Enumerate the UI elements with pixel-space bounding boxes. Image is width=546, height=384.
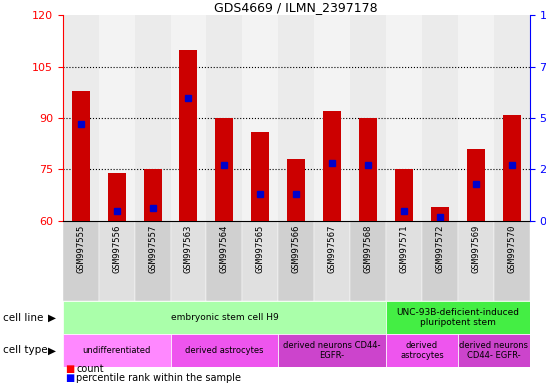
Bar [206,15,242,221]
Bar [278,221,314,301]
Bar [180,50,198,221]
Bar [206,221,242,301]
Bar [287,159,305,221]
Text: GSM997566: GSM997566 [292,225,301,273]
Bar [242,15,278,221]
Bar [458,334,530,367]
Bar [99,221,135,301]
Text: ■: ■ [66,373,75,383]
Bar [63,221,99,301]
Bar [99,15,135,221]
Text: percentile rank within the sample: percentile rank within the sample [76,373,241,383]
Text: GSM997570: GSM997570 [507,225,516,273]
Bar [386,15,422,221]
Text: GSM997567: GSM997567 [328,225,337,273]
Bar [314,15,350,221]
Text: derived astrocytes: derived astrocytes [185,346,264,355]
Bar [422,221,458,301]
Text: GSM997572: GSM997572 [435,225,444,273]
Bar [494,221,530,301]
Bar [251,132,269,221]
Bar [63,334,170,367]
Bar [350,15,386,221]
Title: GDS4669 / ILMN_2397178: GDS4669 / ILMN_2397178 [215,1,378,14]
Bar [63,301,386,334]
Bar [386,221,422,301]
Bar [458,221,494,301]
Bar [386,334,458,367]
Text: cell line: cell line [3,313,43,323]
Bar [503,115,521,221]
Bar [242,221,278,301]
Bar [170,334,278,367]
Text: GSM997565: GSM997565 [256,225,265,273]
Text: ▶: ▶ [48,313,56,323]
Bar [494,15,530,221]
Text: GSM997556: GSM997556 [112,225,121,273]
Bar [144,169,162,221]
Bar [422,15,458,221]
Bar [135,221,170,301]
Bar [314,221,350,301]
Text: ■: ■ [66,364,75,374]
Bar [395,169,413,221]
Text: GSM997569: GSM997569 [471,225,480,273]
Text: embryonic stem cell H9: embryonic stem cell H9 [170,313,278,322]
Text: ▶: ▶ [48,345,56,356]
Bar [108,173,126,221]
Bar [135,15,170,221]
Text: GSM997571: GSM997571 [400,225,408,273]
Text: derived neurons CD44-
EGFR-: derived neurons CD44- EGFR- [283,341,381,360]
Text: GSM997563: GSM997563 [184,225,193,273]
Bar [72,91,90,221]
Bar [170,15,206,221]
Text: undifferentiated: undifferentiated [82,346,151,355]
Bar [323,111,341,221]
Bar [359,118,377,221]
Bar [216,118,233,221]
Bar [386,301,530,334]
Bar [278,334,386,367]
Text: GSM997564: GSM997564 [220,225,229,273]
Text: GSM997555: GSM997555 [76,225,85,273]
Bar [467,149,485,221]
Bar [350,221,386,301]
Bar [170,221,206,301]
Text: count: count [76,364,104,374]
Text: GSM997557: GSM997557 [148,225,157,273]
Text: derived
astrocytes: derived astrocytes [400,341,444,360]
Text: UNC-93B-deficient-induced
pluripotent stem: UNC-93B-deficient-induced pluripotent st… [396,308,519,328]
Text: cell type: cell type [3,345,48,356]
Bar [63,15,99,221]
Text: GSM997568: GSM997568 [364,225,372,273]
Bar [278,15,314,221]
Text: derived neurons
CD44- EGFR-: derived neurons CD44- EGFR- [459,341,528,360]
Bar [431,207,449,221]
Bar [458,15,494,221]
